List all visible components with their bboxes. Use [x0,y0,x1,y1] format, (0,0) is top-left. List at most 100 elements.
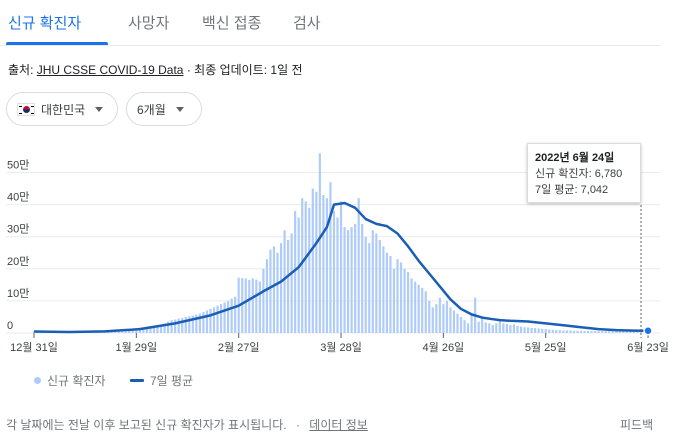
daily-cases-bar [406,272,410,333]
hover-point-marker [643,325,653,336]
x-tick-label: 12월 31일 [10,340,58,354]
daily-cases-bar [265,259,269,333]
daily-cases-bar [417,284,420,333]
daily-cases-bar [191,315,194,333]
daily-cases-bar [403,268,406,333]
daily-cases-bar [442,304,445,333]
daily-cases-bar [167,321,170,333]
daily-cases-bar [346,230,350,333]
daily-cases-bar [509,324,512,333]
daily-cases-bar [361,223,364,333]
x-tick-label: 1월 29일 [116,340,158,354]
daily-cases-bar [526,327,530,333]
seven-day-average-line [33,201,649,334]
daily-cases-bar [562,330,565,333]
daily-cases-bar [304,201,307,333]
source-prefix: 출처: [8,63,34,77]
daily-cases-bar [375,233,378,333]
daily-cases-bar [311,188,314,333]
last-updated: · 최종 업데이트: 1일 전 [183,63,303,77]
daily-cases-bar [209,308,212,333]
cases-chart[interactable]: 0 10만 20만 30만 40만 50만 12월 31일 1월 29일 2월 27일 3월 2… [0,130,669,360]
daily-cases-bar [558,330,561,333]
y-tick-label: 0 [7,320,13,332]
chevron-down-icon [95,106,104,112]
daily-cases-bar [159,324,163,333]
country-select[interactable]: 대한민국 [6,92,118,126]
tab-vaccination[interactable]: 백신 접종 [202,15,262,32]
daily-cases-bar [491,324,494,333]
daily-cases-bar [516,325,519,333]
daily-cases-bar [181,317,184,333]
x-tick-label: 5월 25일 [525,340,567,354]
daily-cases-bar [378,239,381,333]
daily-cases-bar [618,330,621,333]
daily-cases-bar [428,300,431,333]
daily-cases-bar [601,331,604,333]
daily-cases-bar [318,153,321,333]
daily-cases-bar [392,268,396,333]
daily-cases-bar [202,312,205,333]
tab-new-cases[interactable]: 신규 확진자 [8,15,82,32]
daily-cases-bar [234,296,237,333]
daily-cases-bar [569,330,572,333]
y-tick-label: 50만 [7,159,29,172]
daily-cases-bar [163,323,166,333]
daily-cases-bar [142,327,145,333]
tab-deaths[interactable]: 사망자 [128,15,170,32]
footer-separator: · [295,418,300,432]
tab-testing[interactable]: 검사 [293,15,321,32]
daily-cases-bar [279,243,283,333]
daily-cases-bar [435,304,438,333]
source-link[interactable]: JHU CSSE COVID-19 Data [36,63,184,77]
feedback-link[interactable]: 피드백 [620,418,654,432]
daily-cases-bar [484,322,487,333]
daily-cases-bar [502,323,505,333]
daily-cases-bar [198,313,201,333]
daily-cases-bar [459,316,463,333]
daily-cases-bar [248,280,251,333]
daily-cases-bar [188,316,191,333]
daily-cases-bar [170,320,173,333]
daily-cases-bar [174,319,177,333]
daily-cases-bar [431,307,434,333]
daily-cases-bar [565,330,568,333]
daily-cases-bar [523,327,526,333]
daily-cases-bar [255,279,258,333]
y-tick-label: 10만 [7,287,29,300]
daily-cases-bar [452,310,456,333]
daily-cases-bar [364,236,367,333]
daily-cases-bar [145,326,149,333]
legend-label: 7일 평균 [150,374,194,388]
daily-cases-bar [385,252,388,333]
legend-label: 신규 확진자 [47,374,106,388]
period-select-value: 6개월 [137,102,166,117]
daily-cases-bar [354,223,357,333]
daily-cases-bar [463,320,466,333]
daily-cases-bar [357,198,360,333]
footer-note-row: 각 날짜에는 전날 이후 보고된 신규 확진자가 표시됩니다. · 데이터 정보 [6,416,368,433]
daily-cases-bar [505,324,508,333]
daily-cases-bar [262,268,265,333]
daily-cases-bar [195,314,198,333]
daily-cases-bar [481,316,484,333]
daily-cases-bar [519,326,523,333]
daily-cases-bar [131,328,134,333]
daily-cases-bar [389,255,392,333]
daily-cases-bar [541,328,544,333]
daily-cases-bar [272,246,276,333]
daily-cases-bar [555,330,558,333]
daily-cases-bar [152,325,156,333]
daily-cases-bar [350,227,353,333]
daily-cases-bar [498,320,501,333]
footer-note: 각 날짜에는 전날 이후 보고된 신규 확진자가 표시됩니다. [6,418,287,432]
daily-cases-bar [632,330,636,333]
daily-cases-bar [184,316,187,333]
period-select[interactable]: 6개월 [126,92,202,126]
active-tab-indicator [6,42,108,45]
daily-cases-bar [594,331,597,333]
daily-cases-bar [572,330,576,333]
x-tick-label: 3월 28일 [320,340,362,354]
about-data-link[interactable]: 데이터 정보 [309,418,368,432]
daily-cases-bar [604,331,607,333]
